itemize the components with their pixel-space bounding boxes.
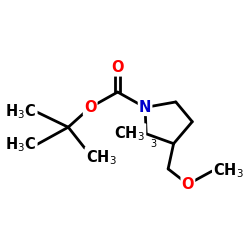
Text: N: N (139, 100, 151, 115)
Text: O: O (112, 60, 124, 76)
Text: CH$_3$: CH$_3$ (213, 162, 244, 180)
Text: H$_3$C: H$_3$C (5, 136, 36, 154)
Text: 3: 3 (150, 138, 156, 148)
Text: O: O (182, 177, 194, 192)
Text: O: O (84, 100, 96, 115)
Text: CH$_3$: CH$_3$ (86, 148, 116, 167)
Text: H$_3$C: H$_3$C (5, 102, 36, 121)
Text: CH$_3$: CH$_3$ (114, 124, 145, 143)
